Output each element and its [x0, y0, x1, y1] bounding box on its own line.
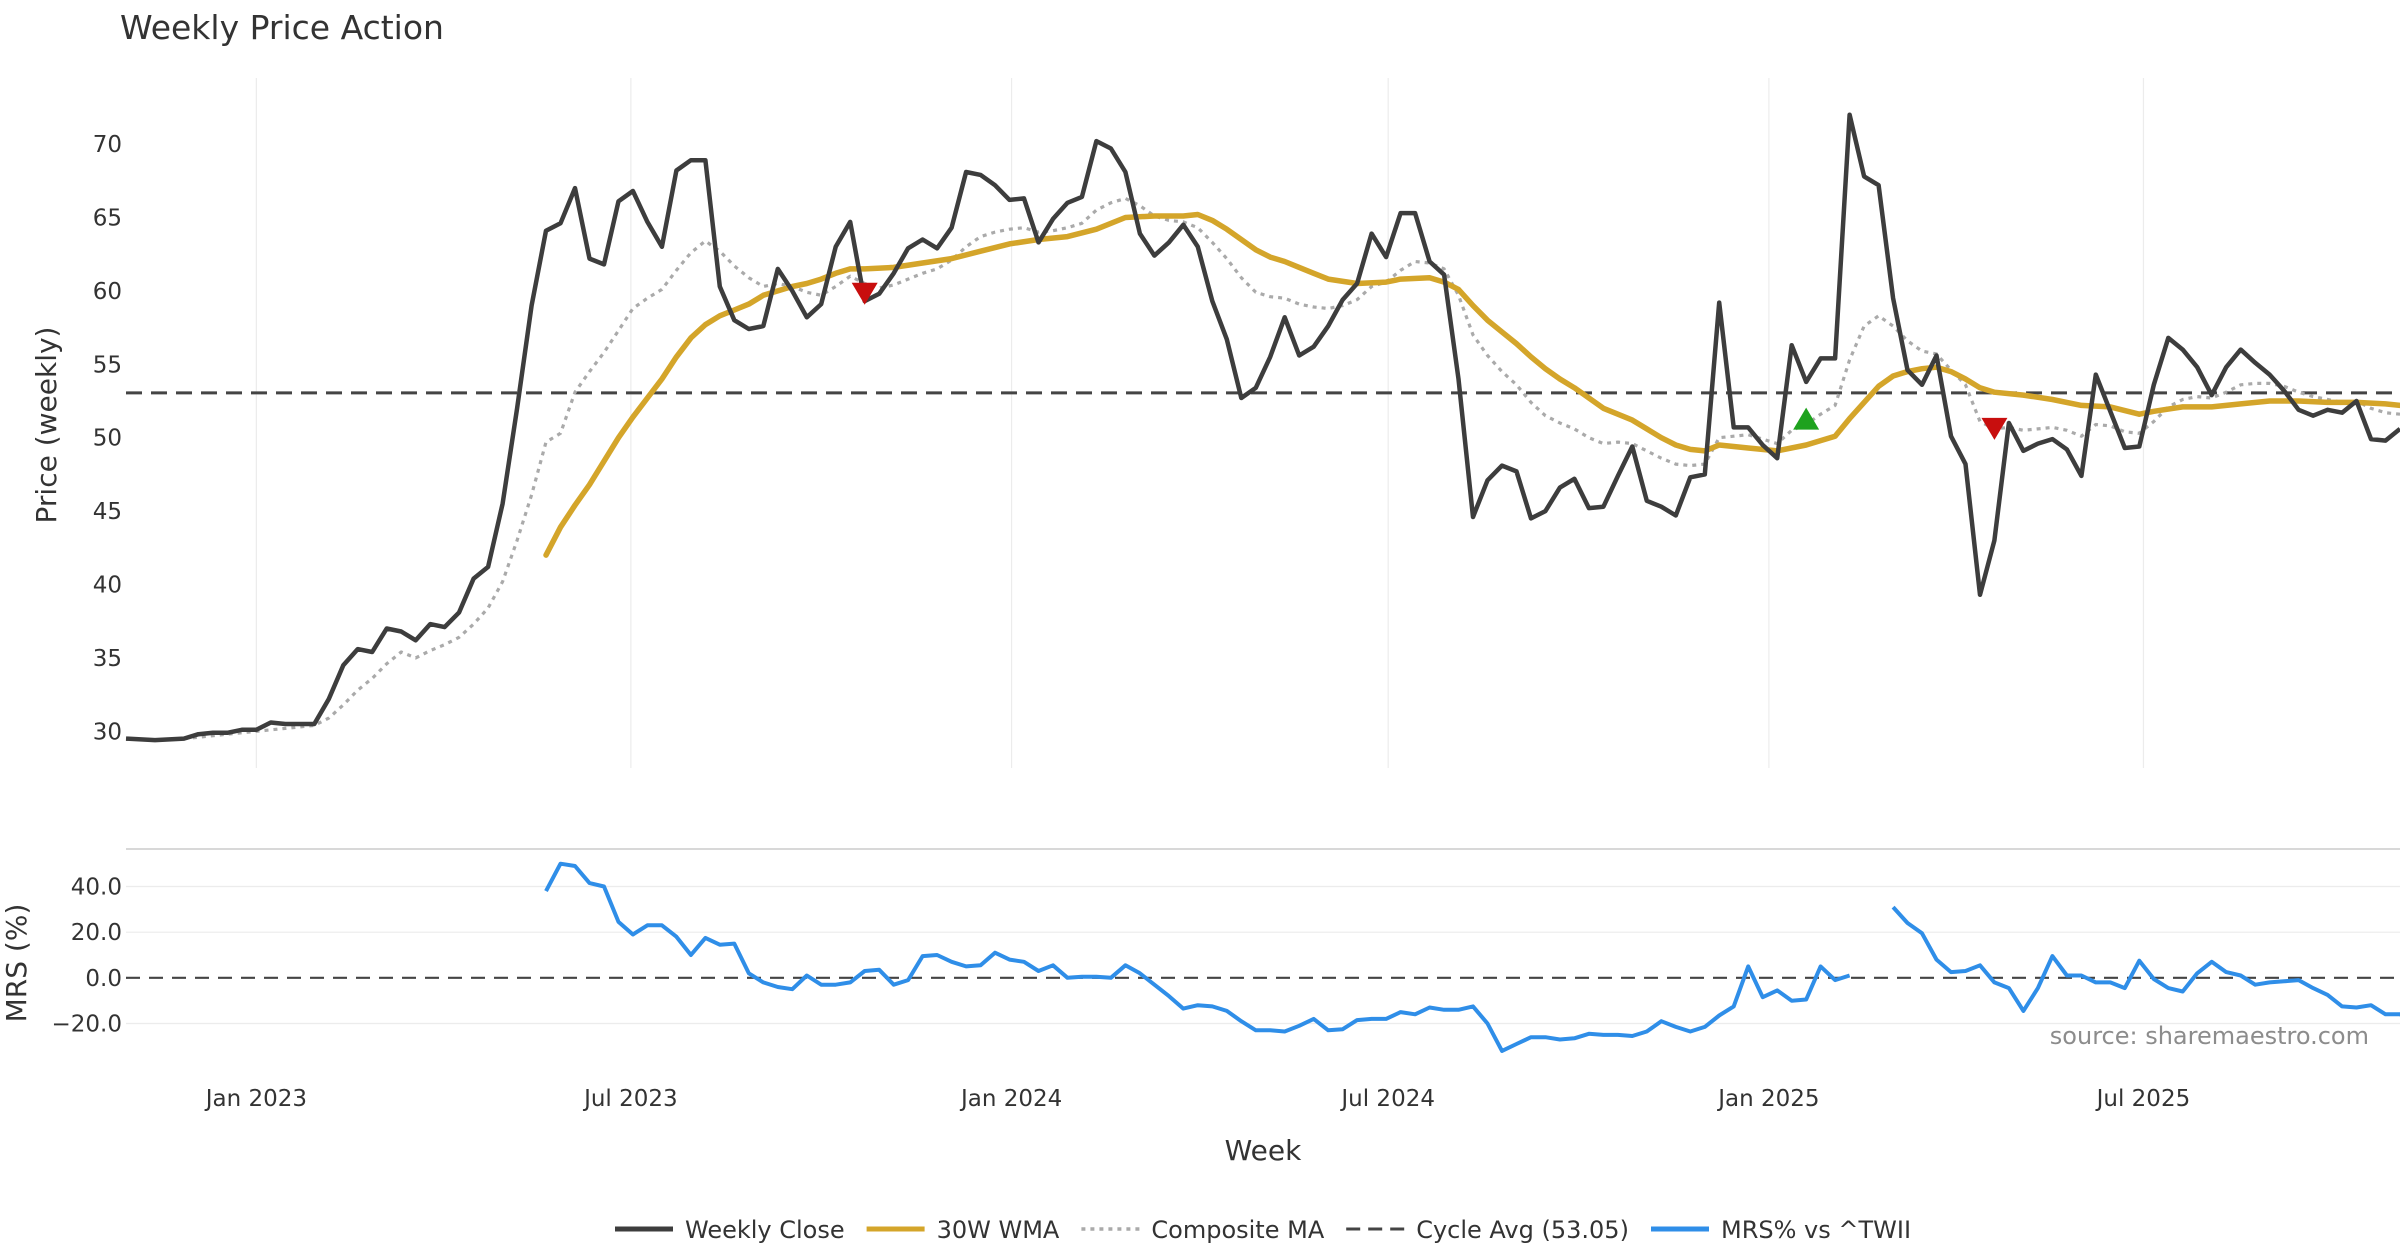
legend: Weekly Close 30W WMA Composite MA Cycle Avg… [615, 1216, 1911, 1244]
buy-signal-marker [1793, 407, 1820, 430]
legend-label: Cycle Avg (53.05) [1416, 1216, 1629, 1244]
mrs-y-tick-label: 0.0 [85, 966, 122, 992]
sell-signal-marker [1981, 417, 2008, 440]
x-tick-label: Jan 2025 [1716, 1086, 1819, 1112]
composite-ma-line [183, 196, 2400, 741]
x-ticks: Jan 2023 Jul 2023 Jan 2024 Jul 2024 Jan 2025… [204, 1086, 2191, 1112]
source-note: source: sharemaestro.com [2050, 1022, 2369, 1050]
legend-label: 30W WMA [937, 1216, 1060, 1244]
price-y-tick-label: 45 [93, 499, 122, 525]
x-tick-label: Jul 2024 [1339, 1086, 1435, 1112]
mrs-gridlines [126, 885, 2400, 1025]
legend-item: Cycle Avg (53.05) [1346, 1216, 1629, 1244]
price-y-tick-label: 70 [93, 132, 122, 158]
weekly-close-line [125, 112, 2400, 743]
mrs-y-tick-label: −20.0 [52, 1011, 122, 1037]
x-tick-label: Jul 2023 [582, 1086, 678, 1112]
mrs-line [544, 861, 1851, 1053]
price-y-tick-label: 35 [93, 646, 122, 672]
legend-label: Composite MA [1151, 1216, 1324, 1244]
mrs-y-ticks: −20.0 0.0 20.0 40.0 [52, 875, 122, 1038]
vertical-gridlines [255, 78, 2145, 768]
plot-area [125, 112, 2400, 1053]
x-axis-label: Week [1225, 1134, 1302, 1167]
x-tick-label: Jul 2025 [2095, 1086, 2191, 1112]
legend-label: MRS% vs ^TWII [1721, 1216, 1911, 1244]
x-tick-label: Jan 2024 [959, 1086, 1062, 1112]
price-y-axis-label: Price (weekly) [30, 327, 63, 524]
price-y-tick-label: 40 [93, 572, 122, 598]
price-y-tick-label: 50 [93, 426, 122, 452]
legend-label: Weekly Close [685, 1216, 845, 1244]
price-y-tick-label: 55 [93, 352, 122, 378]
mrs-y-tick-label: 40.0 [71, 875, 122, 901]
price-y-ticks: 30 35 40 45 50 55 60 65 70 [93, 132, 122, 745]
price-y-tick-label: 30 [93, 719, 122, 745]
legend-item: Composite MA [1081, 1216, 1325, 1244]
series-layer [125, 112, 2400, 1053]
chart-title: Weekly Price Action [120, 8, 444, 47]
sell-signal-marker [851, 282, 878, 305]
legend-item: MRS% vs ^TWII [1651, 1216, 1911, 1244]
mrs-y-tick-label: 20.0 [71, 920, 122, 946]
price-y-tick-label: 65 [93, 205, 122, 231]
price-y-tick-label: 60 [93, 279, 122, 305]
x-tick-label: Jan 2023 [204, 1086, 307, 1112]
mrs-line [1891, 905, 2400, 1017]
legend-item: 30W WMA [866, 1216, 1060, 1244]
mrs-y-axis-label: MRS (%) [0, 904, 33, 1023]
wma-30w-line [543, 211, 2400, 558]
legend-item: Weekly Close [615, 1216, 845, 1244]
